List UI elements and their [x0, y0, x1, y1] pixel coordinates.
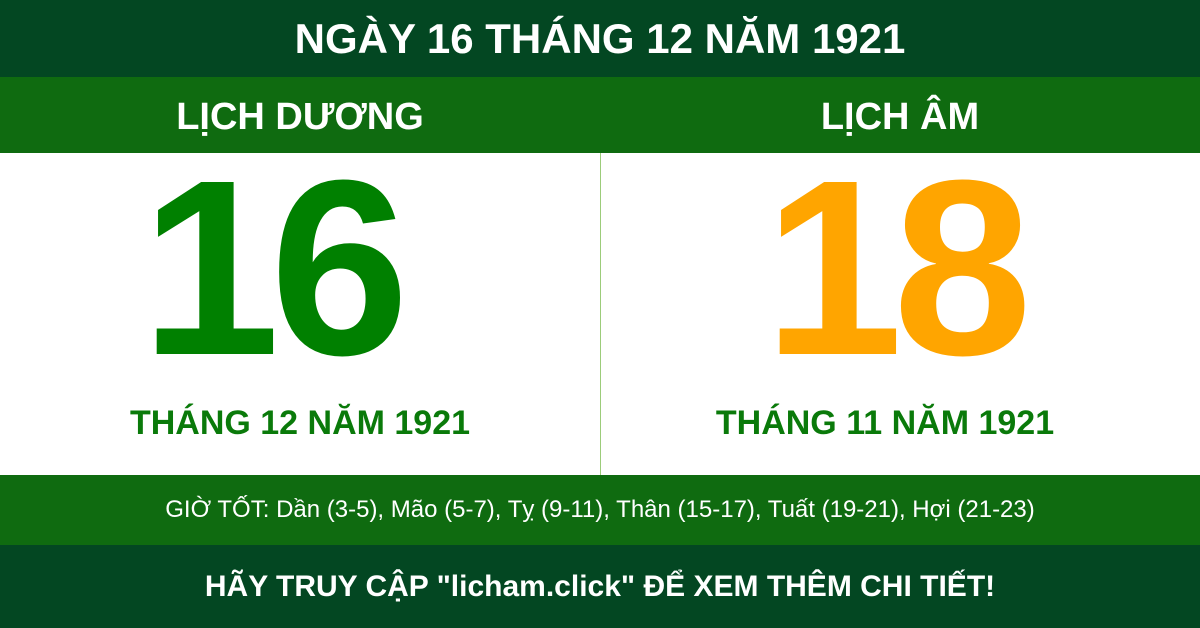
header-band: LỊCH DƯƠNG LỊCH ÂM: [0, 77, 1200, 153]
lunar-label: LỊCH ÂM: [820, 96, 980, 138]
good-hours: GIỜ TỐT: Dần (3-5), Mão (5-7), Tỵ (9-11)…: [0, 475, 1200, 545]
solar-day: 16: [140, 128, 409, 407]
divider: [600, 153, 601, 475]
page-title: NGÀY 16 THÁNG 12 NĂM 1921: [0, 0, 1200, 77]
solar-label: LỊCH DƯƠNG: [176, 96, 424, 138]
footer-cta: HÃY TRUY CẬP "licham.click" ĐỂ XEM THÊM …: [0, 545, 1200, 628]
solar-month-year: THÁNG 12 NĂM 1921: [129, 404, 471, 442]
solar-panel: 16 THÁNG 12 NĂM 1921: [0, 128, 570, 475]
lunar-day: 18: [763, 128, 1032, 407]
lunar-month-year: THÁNG 11 NĂM 1921: [715, 404, 1055, 442]
lunar-panel: 18 THÁNG 11 NĂM 1921: [593, 128, 1193, 475]
